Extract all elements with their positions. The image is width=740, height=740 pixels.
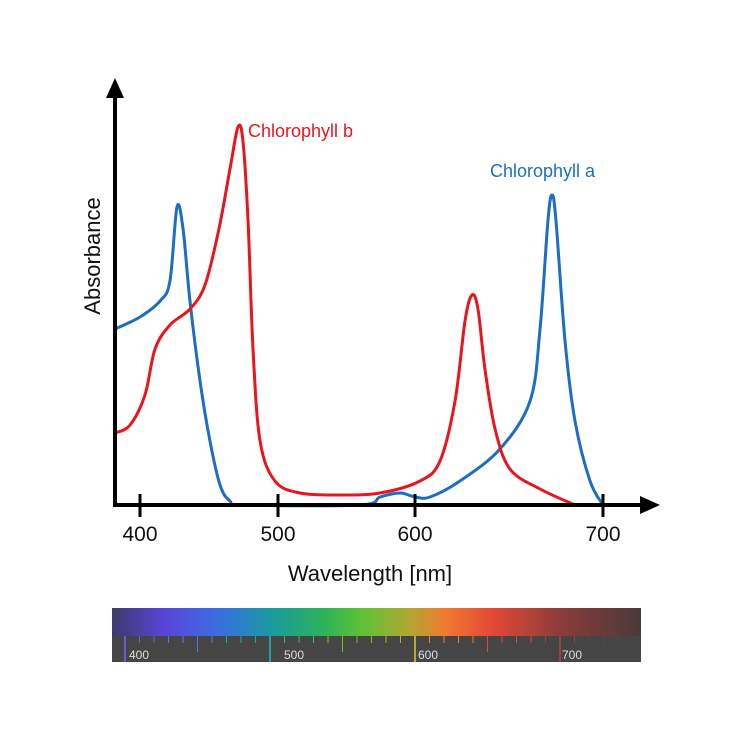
spectrum-label-600: 600 xyxy=(418,648,438,662)
y-axis-arrow-icon xyxy=(106,78,124,98)
axes xyxy=(106,78,660,514)
plot-area xyxy=(114,123,605,508)
x-axis-arrow-icon xyxy=(640,496,660,514)
x-tick-label-500: 500 xyxy=(260,523,295,546)
series-label-chlorophyll-a: Chlorophyll a xyxy=(490,161,596,181)
spectrum-scale xyxy=(112,636,641,662)
x-tick-label-400: 400 xyxy=(122,523,157,546)
spectrum-gradient xyxy=(112,608,641,636)
x-tick-label-700: 700 xyxy=(585,523,620,546)
spectrum-label-700: 700 xyxy=(562,648,582,662)
spectrum-bar: 400 500 600 700 xyxy=(112,608,641,662)
y-axis-title: Absorbance xyxy=(80,197,105,314)
spectrum-label-400: 400 xyxy=(129,648,149,662)
x-tick-label-600: 600 xyxy=(397,523,432,546)
series-line-chlorophyll-a xyxy=(114,193,605,508)
series-label-chlorophyll-b: Chlorophyll b xyxy=(248,121,353,141)
x-axis-title: Wavelength [nm] xyxy=(288,561,452,586)
spectrum-label-500: 500 xyxy=(284,648,304,662)
series-line-chlorophyll-b xyxy=(114,123,576,507)
